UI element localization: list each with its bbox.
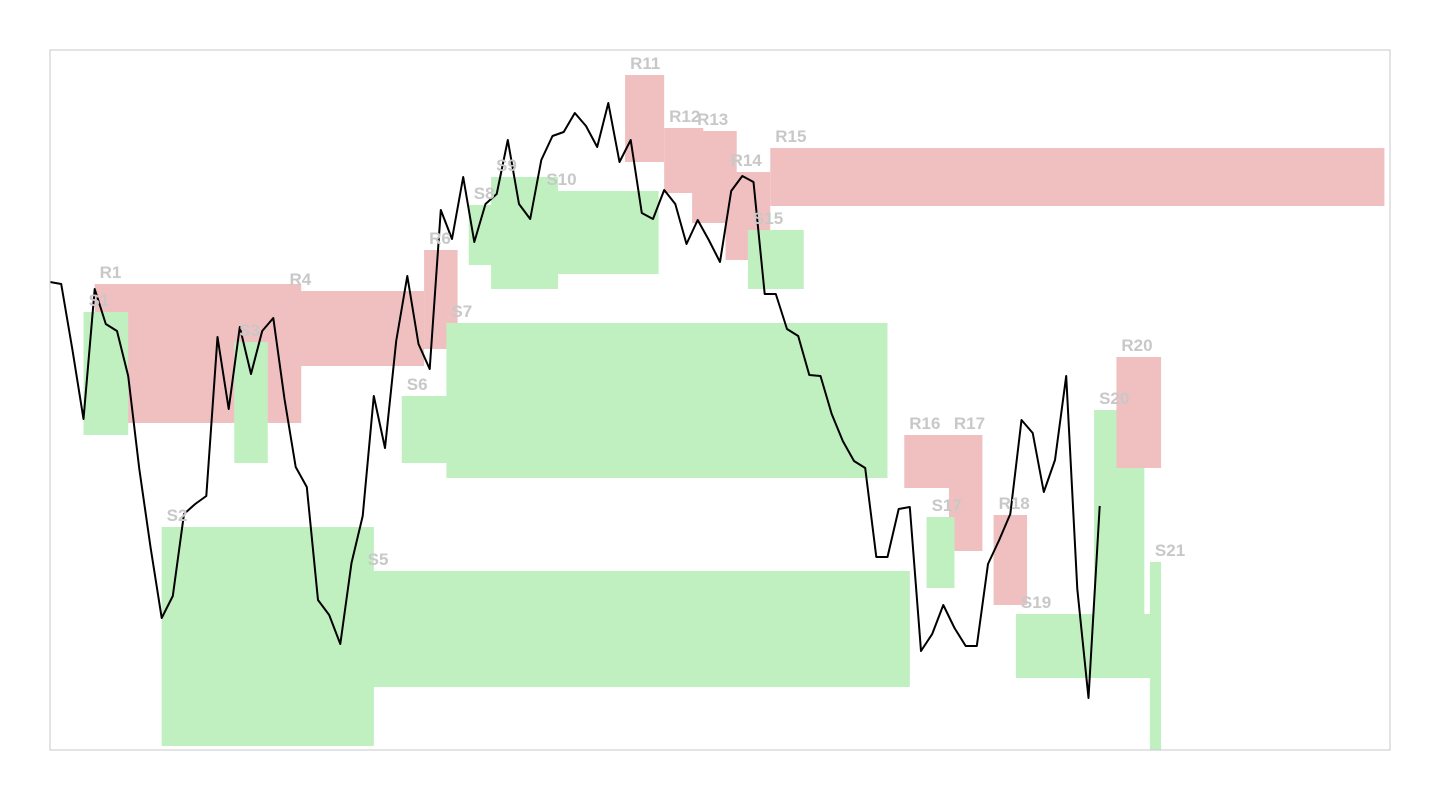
support-zone-s6 [401,396,452,463]
zone-label-r15: R15 [775,127,806,146]
resistance-zone-r20 [1116,357,1162,468]
line-layer [49,102,1101,699]
zone-label-s17: S17 [932,496,962,515]
zone-label-s3: S3 [239,321,260,340]
support-zone-s3 [234,342,268,463]
zone-label-r17: R17 [954,414,985,433]
support-zone-s7 [446,323,888,478]
price-line-0 [49,102,1101,699]
resistance-zone-r18 [993,515,1028,605]
resistance-zone-r4 [284,291,425,366]
zone-label-s10: S10 [546,170,576,189]
zones-layer [83,75,1385,750]
zone-label-r14: R14 [731,151,763,170]
zone-label-s15: S15 [753,209,783,228]
support-zone-s15 [747,230,804,289]
zone-label-s19: S19 [1021,593,1051,612]
support-zone-s21 [1149,562,1162,750]
support-zone-s5 [362,571,910,687]
zone-label-r16: R16 [909,414,940,433]
zone-label-s5: S5 [368,550,389,569]
zone-label-r6: R6 [429,229,451,248]
zone-label-s6: S6 [407,375,428,394]
resistance-zone-r15 [770,148,1385,206]
zone-label-r18: R18 [999,494,1030,513]
zone-label-r20: R20 [1121,336,1152,355]
zone-label-r13: R13 [697,110,728,129]
zone-label-s2: S2 [167,506,188,525]
support-zone-s10 [541,191,659,274]
zone-label-s1: S1 [89,291,110,310]
zone-label-s8: S8 [474,184,495,203]
zone-label-r4: R4 [290,270,312,289]
plot-frame [49,49,1391,751]
zone-label-r12: R12 [669,107,700,126]
support-zone-s17 [926,517,955,588]
zone-label-s7: S7 [451,302,472,321]
resistance-zone-r11 [625,75,665,162]
zone-label-s20: S20 [1099,389,1129,408]
zone-label-r11: R11 [630,54,660,73]
zone-label-s21: S21 [1155,541,1185,560]
zone-label-s9: S9 [496,156,517,175]
zone-label-r1: R1 [100,263,122,282]
